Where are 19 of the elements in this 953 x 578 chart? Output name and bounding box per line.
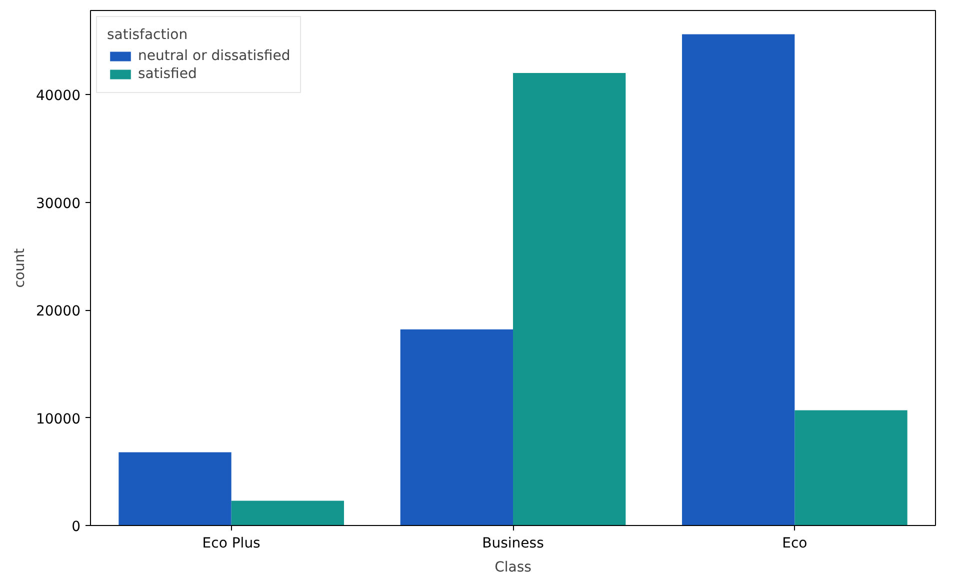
bar bbox=[400, 329, 513, 526]
x-tick-label: Business bbox=[482, 536, 544, 552]
y-tick-label: 30000 bbox=[36, 196, 81, 212]
y-tick-label: 40000 bbox=[36, 88, 81, 104]
legend-label: satisfied bbox=[138, 66, 197, 82]
y-tick-label: 10000 bbox=[36, 411, 81, 428]
bar bbox=[794, 410, 908, 526]
bar bbox=[118, 452, 232, 526]
y-tick-label: 0 bbox=[72, 519, 81, 535]
bar bbox=[682, 34, 795, 526]
y-tick-label: 20000 bbox=[36, 304, 81, 320]
x-axis-title: Class bbox=[494, 560, 532, 576]
bar bbox=[513, 72, 626, 526]
x-tick-label: Eco Plus bbox=[202, 536, 260, 552]
legend-label: neutral or dissatisfied bbox=[138, 48, 290, 64]
legend-title: satisfaction bbox=[107, 27, 189, 43]
bar bbox=[231, 500, 344, 526]
x-tick-label: Eco bbox=[782, 536, 808, 552]
y-axis-title: count bbox=[12, 248, 28, 288]
